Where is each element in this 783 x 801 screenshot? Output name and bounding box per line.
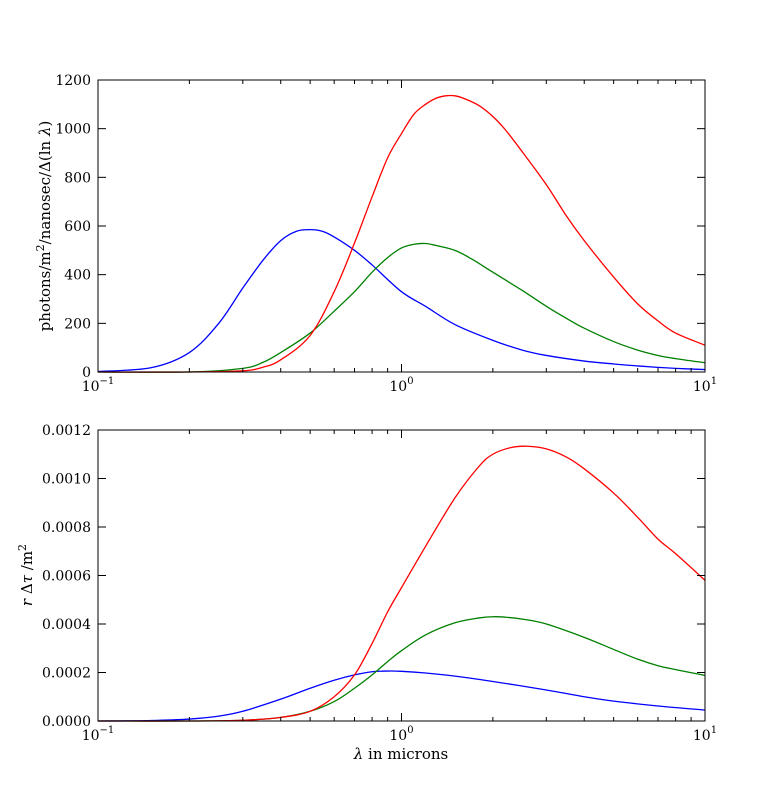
top-chart-curves — [97, 94, 706, 373]
bottom-chart-tick-labels: 10−1 100 101 0.0000 0.0002 0.0004 0.0006 0.0008… — [42, 423, 717, 744]
top-chart-ytick-label: 0 — [82, 365, 91, 381]
top-chart-series-blue — [97, 228, 706, 373]
top-chart-ytick-label: 200 — [64, 316, 91, 332]
top-chart-tick-labels: 10−1 100 101 0 200 400 600 800 1000 1200 — [55, 73, 717, 395]
bottom-chart-xtick-label: 101 — [693, 725, 717, 744]
bottom-chart-ylabel: r Δτ /m2 — [16, 544, 37, 606]
bottom-chart-ticks — [97, 429, 706, 722]
top-chart-ytick-label: 1000 — [55, 122, 91, 138]
top-chart-xtick-label: 100 — [389, 376, 413, 395]
bottom-chart-series-blue — [97, 670, 706, 722]
top-chart: 10−1 100 101 0 200 400 600 800 1000 1200 photons/… — [34, 73, 718, 395]
top-chart-xtick-label: 101 — [693, 376, 717, 395]
bottom-chart-series-red — [97, 445, 706, 722]
bottom-chart-ytick-label: 0.0006 — [42, 569, 91, 585]
bottom-chart: 10−1 100 101 0.0000 0.0002 0.0004 0.0006 0.0008… — [16, 423, 718, 763]
bottom-chart-ytick-label: 0.0008 — [42, 520, 91, 536]
bottom-chart-curves — [97, 445, 706, 722]
top-chart-ytick-label: 800 — [64, 170, 91, 186]
bottom-chart-ytick-label: 0.0004 — [42, 617, 91, 633]
bottom-chart-ytick-label: 0.0012 — [42, 423, 91, 439]
top-chart-ytick-label: 400 — [64, 268, 91, 284]
top-chart-series-red — [97, 94, 706, 373]
bottom-chart-ytick-label: 0.0000 — [42, 714, 91, 730]
top-chart-ylabel: photons/m2/nanosec/Δ(ln λ) — [34, 121, 55, 332]
top-chart-ticks — [97, 79, 706, 373]
bottom-chart-ytick-label: 0.0010 — [42, 472, 91, 488]
top-chart-xtick-label: 10−1 — [82, 376, 115, 395]
top-chart-ytick-label: 600 — [64, 219, 91, 235]
bottom-chart-xtick-label: 10−1 — [82, 725, 115, 744]
top-chart-series-green — [97, 242, 706, 373]
top-chart-ytick-label: 1200 — [55, 73, 91, 89]
bottom-chart-ytick-label: 0.0002 — [42, 666, 91, 682]
bottom-chart-xlabel: λ in microns — [353, 745, 449, 763]
bottom-chart-xtick-label: 100 — [389, 725, 413, 744]
